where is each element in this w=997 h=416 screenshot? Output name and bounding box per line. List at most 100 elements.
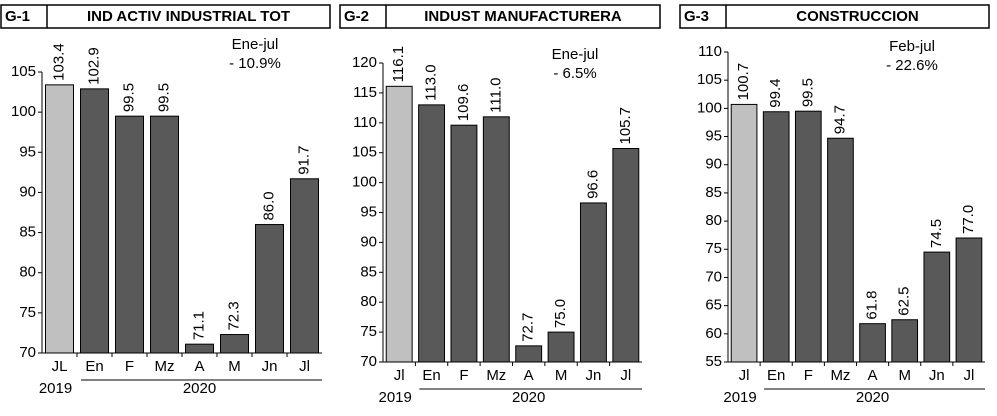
x-tick-label: Mz (155, 358, 175, 375)
x-tick-label: En (422, 367, 440, 384)
bar (150, 115, 179, 354)
bar (891, 319, 919, 363)
year-label: 2020 (183, 380, 216, 397)
x-tick-label: M (898, 367, 911, 384)
x-tick-label: A (524, 367, 534, 384)
x-tick-label: JL (52, 358, 68, 375)
bar (482, 116, 510, 363)
year-label: 2020 (512, 389, 545, 406)
value-label: 72.7 (520, 313, 537, 342)
bar (762, 111, 790, 363)
value-label: 77.0 (960, 205, 977, 234)
y-tick-label: 105 (352, 144, 377, 161)
y-tick-label: 95 (360, 203, 377, 220)
y-tick-label: 95 (705, 128, 722, 145)
value-label: 71.1 (190, 311, 207, 340)
x-tick-label: Mz (486, 367, 506, 384)
title-box (0, 4, 331, 29)
annotation: Ene-jul (552, 46, 599, 63)
bar (547, 331, 575, 363)
value-label: 94.7 (831, 105, 848, 134)
y-tick-label: 90 (19, 183, 36, 200)
title-box (679, 4, 990, 29)
annotation: - 10.9% (229, 55, 281, 72)
chart-title: INDUST MANUFACTURERA (424, 8, 622, 25)
y-tick-label: 75 (705, 240, 722, 257)
bar (923, 251, 951, 363)
value-label: 103.4 (50, 43, 67, 81)
y-tick-label: 100 (352, 174, 377, 191)
bar (579, 202, 607, 363)
value-label: 116.1 (390, 46, 407, 82)
x-tick-label: F (804, 367, 813, 384)
bar (827, 137, 854, 363)
y-tick-label: 80 (705, 212, 722, 229)
y-tick-label: 110 (698, 43, 722, 60)
bar (185, 343, 214, 354)
y-tick-label: 75 (19, 304, 36, 321)
chart-label: G-1 (5, 8, 30, 25)
y-tick-label: 115 (353, 84, 377, 101)
y-tick-label: 100 (11, 103, 36, 120)
year-label: 2019 (39, 380, 72, 397)
y-tick-label: 95 (19, 143, 36, 160)
y-tick-label: 85 (360, 263, 377, 280)
y-tick-label: 60 (705, 325, 722, 342)
x-tick-label: Mz (830, 367, 850, 384)
y-tick-label: 90 (705, 156, 722, 173)
x-tick-label: Jn (586, 367, 602, 384)
chart-title: IND ACTIV INDUSTRIAL TOT (87, 8, 290, 25)
y-tick-label: 100 (697, 99, 722, 116)
bar (730, 103, 758, 363)
chart-label: G-2 (344, 8, 369, 25)
bar (255, 224, 284, 354)
y-tick-label: 90 (360, 233, 377, 250)
value-label: 61.8 (864, 290, 881, 319)
x-tick-label: Jn (262, 358, 278, 375)
annotation: Ene-jul (232, 36, 279, 53)
x-tick-label: En (85, 358, 103, 375)
y-tick-label: 80 (19, 264, 36, 281)
y-tick-label: 70 (19, 344, 36, 361)
bar (955, 237, 983, 363)
x-tick-label: A (868, 367, 878, 384)
x-tick-label: Jl (394, 367, 405, 384)
y-tick-label: 120 (352, 54, 377, 71)
bar (80, 88, 109, 354)
value-label: 99.5 (120, 83, 137, 112)
y-tick-label: 70 (705, 268, 722, 285)
bar (418, 104, 446, 363)
value-label: 75.0 (552, 299, 569, 328)
value-label: 96.6 (584, 170, 601, 199)
y-tick-label: 55 (705, 353, 722, 370)
x-tick-label: En (767, 367, 785, 384)
value-label: 105.7 (617, 107, 634, 145)
value-label: 99.4 (767, 79, 784, 108)
bar (45, 84, 74, 354)
year-label: 2019 (379, 389, 412, 406)
annotation: - 22.6% (886, 57, 938, 74)
bar (794, 110, 822, 363)
y-tick-label: 85 (19, 224, 36, 241)
year-label: 2020 (856, 389, 889, 406)
bar (612, 148, 640, 363)
bar (515, 345, 543, 363)
chart-title: CONSTRUCCION (796, 8, 919, 25)
bar (450, 124, 478, 363)
value-label: 99.5 (799, 78, 816, 107)
bar (385, 85, 413, 363)
value-label: 72.3 (225, 301, 242, 330)
value-label: 100.7 (735, 63, 752, 101)
value-label: 102.9 (85, 47, 102, 85)
bar (220, 334, 249, 354)
annotation: Feb-jul (889, 38, 935, 55)
x-tick-label: Jl (964, 367, 975, 384)
value-label: 91.7 (295, 146, 312, 175)
y-tick-label: 105 (697, 71, 722, 88)
x-tick-label: M (555, 367, 568, 384)
title-box (339, 4, 661, 29)
value-label: 113.0 (423, 64, 440, 100)
x-tick-label: F (125, 358, 134, 375)
x-tick-label: F (459, 367, 468, 384)
